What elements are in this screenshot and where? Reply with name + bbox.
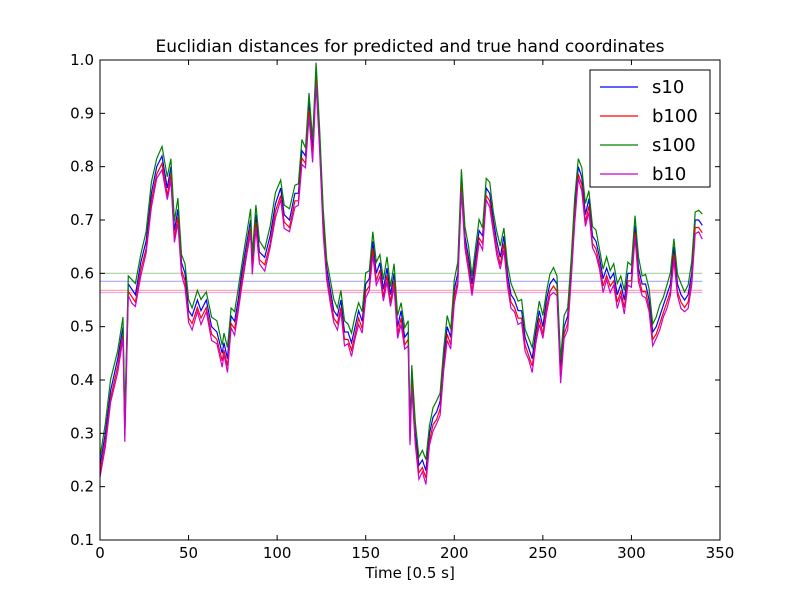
y-tick-label: 0.8 (70, 158, 94, 176)
x-tick-label: 100 (263, 544, 292, 562)
y-tick-label: 1.0 (70, 51, 94, 69)
x-axis-label: Time [0.5 s] (364, 564, 455, 582)
x-axis: 0 50 100 150 200 250 300 350 (95, 60, 734, 562)
x-tick-label: 300 (617, 544, 646, 562)
y-axis: 0.1 0.2 0.3 0.4 0.5 0.6 0.7 0.8 0.9 1.0 (70, 51, 720, 549)
legend: s10 b100 s100 b10 (589, 69, 711, 188)
y-tick-label: 0.4 (70, 371, 94, 389)
legend-label-b100: b100 (652, 106, 698, 127)
legend-box (589, 69, 711, 188)
series-line-s100 (99, 62, 703, 460)
series-lines (99, 62, 703, 485)
x-tick-label: 50 (179, 544, 198, 562)
y-tick-label: 0.6 (70, 264, 94, 282)
x-tick-label: 150 (351, 544, 380, 562)
legend-label-s10: s10 (652, 77, 684, 98)
x-tick-label: 200 (440, 544, 469, 562)
x-tick-label: 0 (95, 544, 105, 562)
y-tick-label: 0.3 (70, 424, 94, 442)
y-tick-label: 0.9 (70, 104, 94, 122)
y-tick-label: 0.1 (70, 531, 94, 549)
series-line-s10 (99, 70, 703, 471)
series-line-b10 (99, 84, 703, 485)
chart-title: Euclidian distances for predicted and tr… (156, 37, 665, 57)
x-tick-label: 250 (529, 544, 558, 562)
x-tick-label: 350 (706, 544, 735, 562)
legend-label-s100: s100 (652, 135, 696, 156)
plot-frame (99, 59, 721, 541)
y-tick-label: 0.5 (70, 318, 94, 336)
y-tick-label: 0.2 (70, 478, 94, 496)
y-tick-label: 0.7 (70, 211, 94, 229)
legend-label-b10: b10 (652, 164, 686, 185)
